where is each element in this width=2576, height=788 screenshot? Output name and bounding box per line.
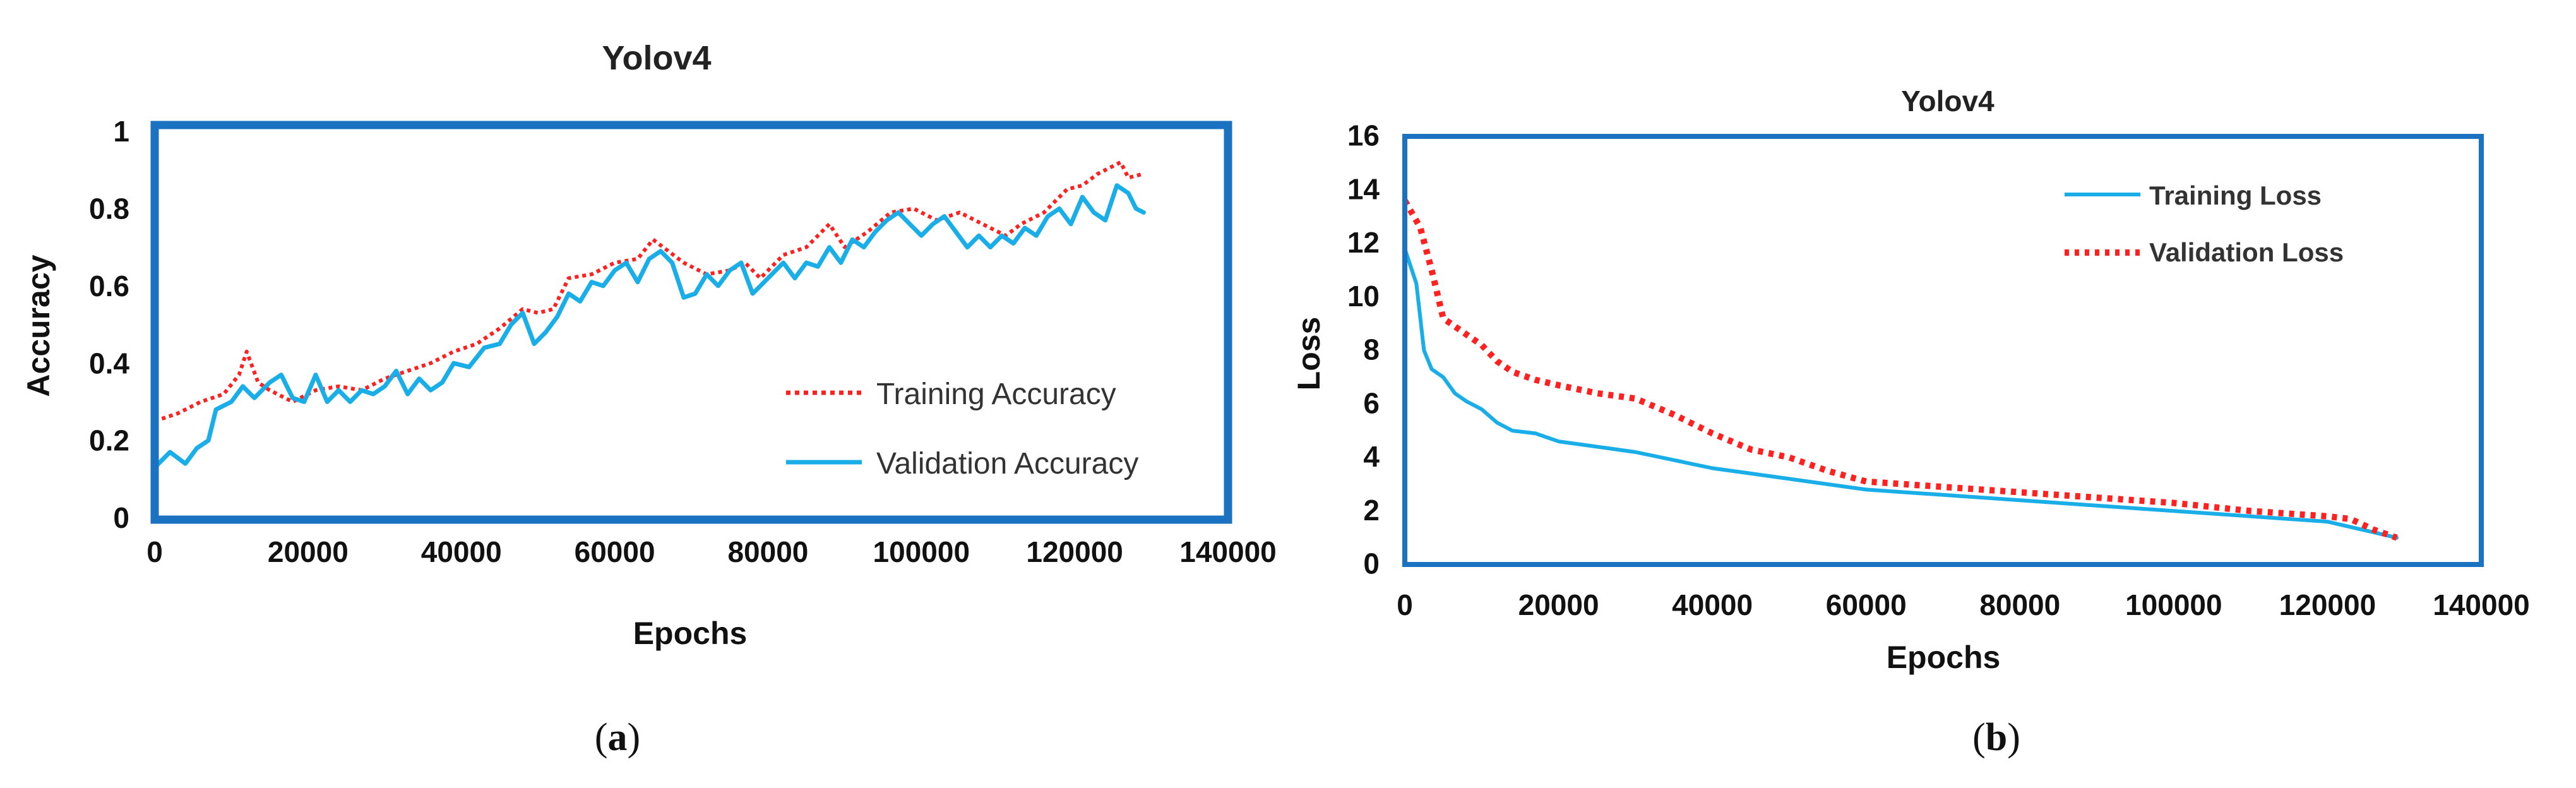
panel-a-y-tick-label: 0.4: [89, 347, 129, 379]
panel-a-y-tick-label: 0: [113, 501, 129, 534]
panel-b-y-tick-label: 0: [1363, 547, 1380, 580]
panel-a-title: Yolov4: [602, 39, 711, 77]
legend-validation-loss-label: Validation Loss: [2149, 237, 2344, 267]
panel-a-y-axis-label: Accuracy: [21, 254, 56, 397]
panel-a-y-tick-label: 0.8: [89, 193, 129, 225]
panel-a-x-tick-label: 0: [146, 535, 163, 568]
panel-b-legend: Training Loss Validation Loss: [2065, 181, 2344, 267]
panel-a-y-tick-label: 0.6: [89, 270, 129, 302]
panel-b-x-tick-label: 0: [1397, 588, 1413, 621]
panel-b-caption: (b): [1972, 716, 2020, 759]
panel-b-plot-frame: [1402, 134, 2484, 567]
panel-b-y-tick-label: 16: [1347, 119, 1380, 152]
panel-b-caption-letter: b: [1986, 716, 2007, 759]
panel-a-caption: (a): [595, 716, 640, 759]
panel-a-plot-frame: [150, 121, 1232, 524]
panel-a-y-tick-label: 0.2: [89, 424, 129, 457]
panel-b-x-tick-label: 120000: [2279, 588, 2376, 621]
panel-a-series-training-accuracy-line: [154, 160, 1145, 423]
panel-a-legend: Training Accuracy Validation Accuracy: [786, 378, 1138, 481]
panel-b-y-tick-label: 14: [1347, 172, 1380, 205]
panel-b-series-validation-loss-line: [1402, 199, 2398, 541]
panel-b-x-tick-label: 80000: [1979, 588, 2060, 621]
panel-a-x-tick-label: 20000: [268, 535, 349, 568]
panel-a-accuracy-chart: Yolov4 Accuracy Epochs 0 20000 40000 60000 8…: [21, 39, 1277, 759]
panel-a-x-tick-label: 40000: [421, 535, 502, 568]
panel-b-x-tick-label: 40000: [1672, 588, 1753, 621]
panel-b-x-axis-label: Epochs: [1887, 640, 2001, 675]
panel-a-x-tick-label: 120000: [1026, 535, 1123, 568]
panel-a-y-tick-label: 1: [113, 115, 129, 148]
panel-b-y-tick-label: 12: [1347, 226, 1380, 259]
panel-a-series: [152, 160, 1146, 470]
panel-b-x-tick-label: 60000: [1826, 588, 1907, 621]
panel-b-y-tick-label: 10: [1347, 280, 1380, 313]
panel-b-y-tick-label: 6: [1363, 386, 1380, 419]
panel-a-x-tick-label: 80000: [727, 535, 808, 568]
panel-a-x-axis-label: Epochs: [633, 616, 748, 651]
panel-b-series-training-loss-line: [1403, 247, 2399, 540]
panel-b-loss-chart: Yolov4 Loss Epochs 0 20000 40000 60000 80000…: [1291, 85, 2530, 759]
panel-b-ticks: 0 20000 40000 60000 80000 100000 120000 140000 0…: [1347, 119, 2530, 621]
panel-b-x-tick-label: 100000: [2125, 588, 2222, 621]
panel-b-y-tick-label: 8: [1363, 333, 1380, 366]
panel-a-x-tick-label: 140000: [1179, 535, 1277, 568]
panel-a-x-tick-label: 60000: [575, 535, 655, 568]
panel-b-y-tick-label: 4: [1363, 440, 1380, 473]
panel-b-y-tick-label: 2: [1363, 494, 1380, 527]
legend-validation-accuracy-label: Validation Accuracy: [876, 447, 1138, 481]
panel-a-ticks: 0 20000 40000 60000 80000 100000 120000 140000 0…: [89, 115, 1277, 568]
panel-a-x-tick-label: 100000: [873, 535, 970, 568]
legend-training-loss-label: Training Loss: [2149, 181, 2322, 210]
panel-b-x-tick-label: 140000: [2433, 588, 2530, 621]
panel-a-series-validation-accuracy-line: [152, 183, 1146, 470]
panel-b-title: Yolov4: [1901, 85, 1995, 117]
panel-b-y-axis-label: Loss: [1291, 317, 1327, 391]
panel-a-caption-letter: a: [608, 716, 628, 759]
legend-training-accuracy-label: Training Accuracy: [876, 378, 1116, 411]
panel-b-series: [1402, 199, 2399, 541]
panel-b-x-tick-label: 20000: [1518, 588, 1599, 621]
